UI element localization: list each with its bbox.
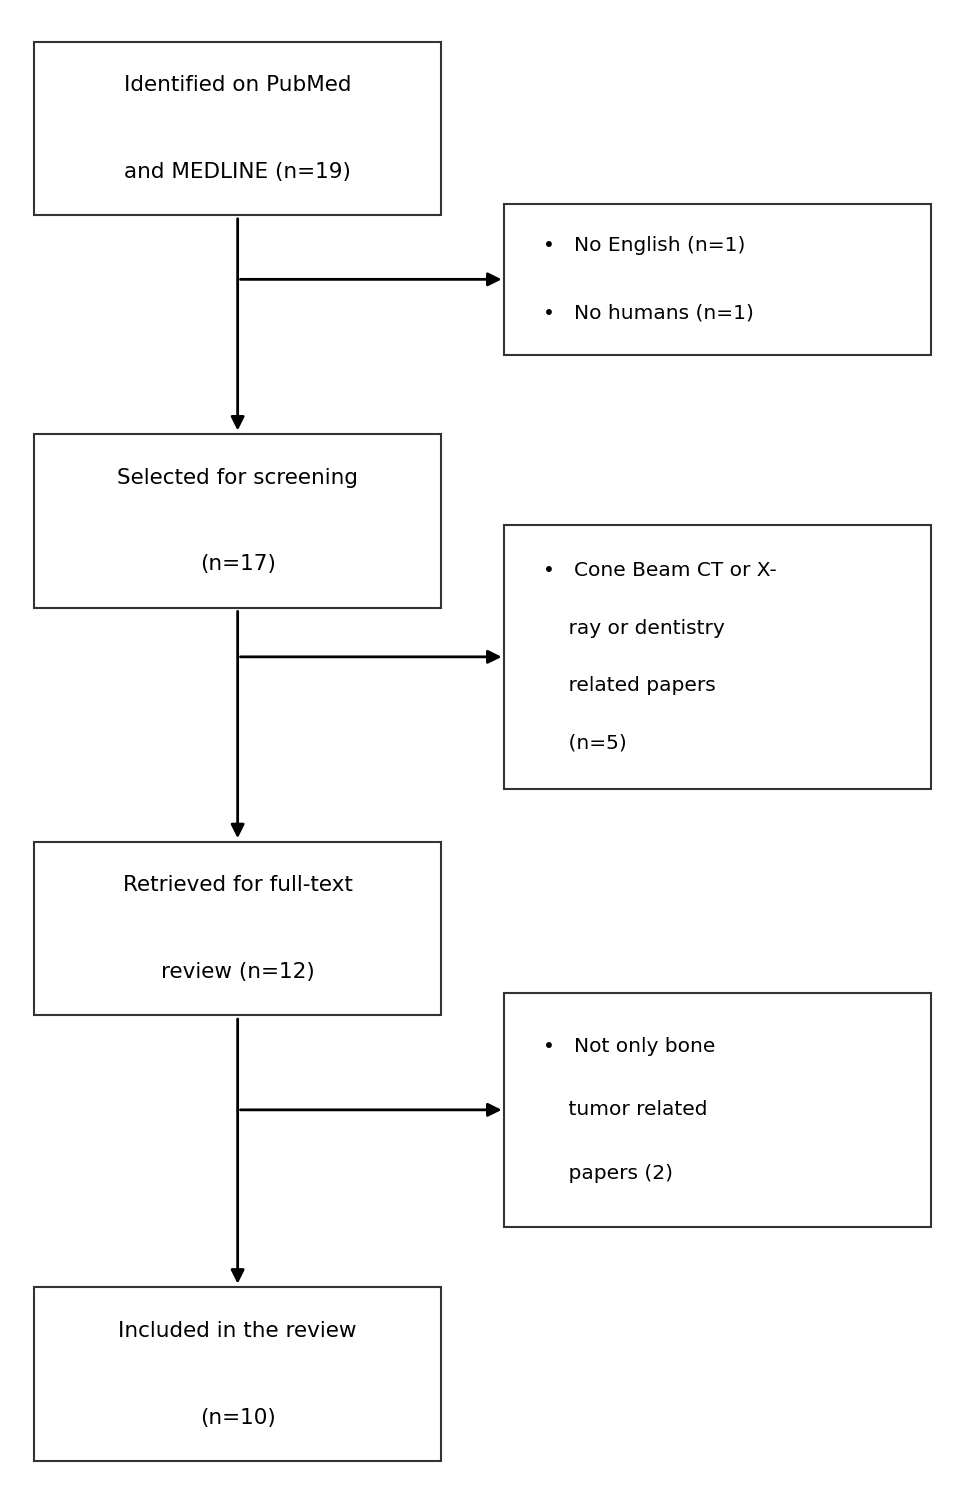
Text: Retrieved for full-text: Retrieved for full-text (123, 876, 352, 895)
FancyBboxPatch shape (34, 1287, 441, 1462)
Text: •   No English (n=1): • No English (n=1) (543, 236, 745, 255)
FancyBboxPatch shape (504, 204, 930, 355)
FancyBboxPatch shape (34, 435, 441, 607)
Text: papers (2): papers (2) (543, 1164, 672, 1182)
Text: (n=5): (n=5) (543, 734, 626, 752)
Text: Selected for screening: Selected for screening (117, 468, 358, 488)
Text: review (n=12): review (n=12) (161, 962, 314, 982)
FancyBboxPatch shape (504, 525, 930, 790)
Text: •   Cone Beam CT or X-: • Cone Beam CT or X- (543, 562, 776, 580)
FancyBboxPatch shape (504, 994, 930, 1226)
Text: and MEDLINE (n=19): and MEDLINE (n=19) (124, 162, 351, 181)
Text: (n=17): (n=17) (200, 554, 275, 574)
Text: ray or dentistry: ray or dentistry (543, 619, 724, 637)
Text: Identified on PubMed: Identified on PubMed (124, 76, 351, 95)
FancyBboxPatch shape (34, 41, 441, 214)
Text: •   Not only bone: • Not only bone (543, 1037, 715, 1055)
Text: Included in the review: Included in the review (118, 1321, 357, 1341)
Text: tumor related: tumor related (543, 1101, 707, 1119)
Text: related papers: related papers (543, 676, 715, 695)
FancyBboxPatch shape (34, 843, 441, 1015)
Text: •   No humans (n=1): • No humans (n=1) (543, 304, 753, 323)
Text: (n=10): (n=10) (200, 1407, 275, 1427)
